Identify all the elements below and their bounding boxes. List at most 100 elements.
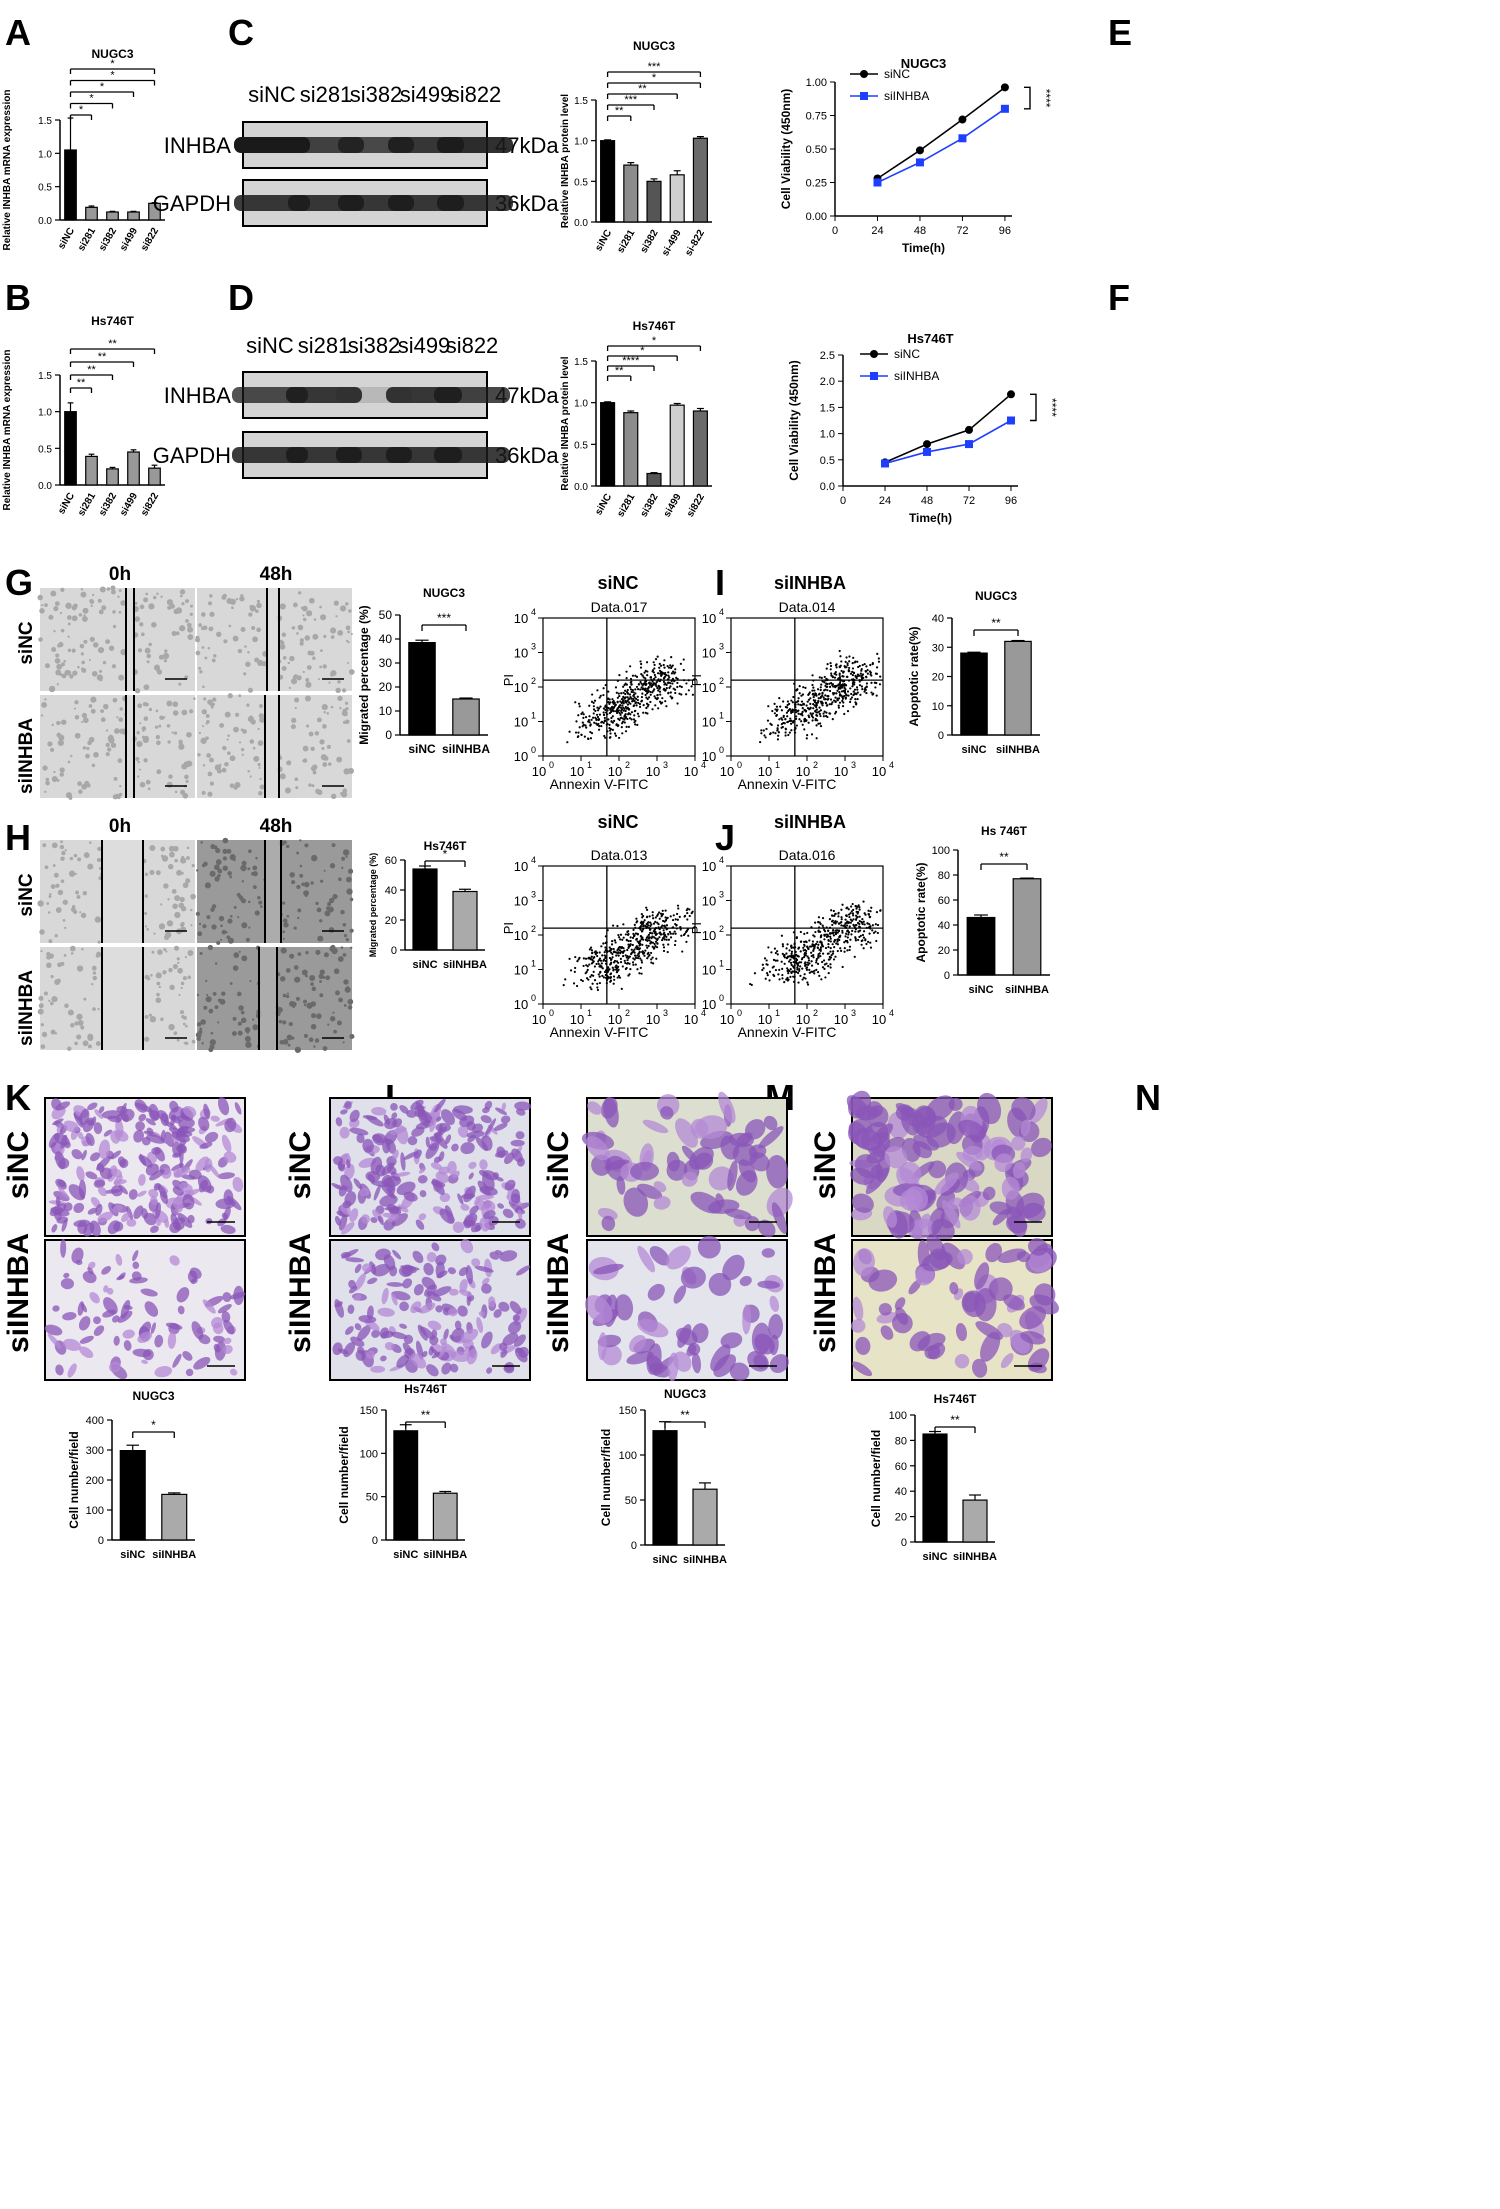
x-tick-label: si-822 <box>683 228 707 258</box>
cell-speck <box>337 877 342 882</box>
cell-speck <box>288 1022 293 1027</box>
stained-cell <box>349 1208 359 1222</box>
event-dot <box>800 694 803 697</box>
stained-cell <box>377 1307 395 1317</box>
event-dot <box>635 704 638 707</box>
cell-speck <box>144 1036 150 1042</box>
x-tick-exponent: 1 <box>587 760 592 770</box>
event-dot <box>796 968 799 971</box>
stained-cell <box>666 1151 680 1172</box>
y-tick-label: 40 <box>932 613 944 625</box>
event-dot <box>587 978 590 981</box>
stained-cell <box>407 1136 418 1146</box>
stained-cell <box>345 1257 364 1263</box>
x-tick-exponent: 3 <box>663 760 668 770</box>
protein-band <box>434 447 510 463</box>
bar <box>669 174 685 223</box>
event-dot <box>644 669 647 673</box>
stained-cell <box>429 1116 437 1133</box>
stained-cell <box>47 1333 62 1349</box>
stained-cell <box>515 1131 525 1140</box>
event-dot <box>827 938 830 942</box>
significance-label: **** <box>622 355 640 367</box>
event-dot <box>604 941 607 945</box>
stained-cell <box>597 1332 607 1361</box>
event-dot <box>578 956 581 959</box>
event-dot <box>874 923 877 926</box>
event-dot <box>666 665 669 668</box>
event-dot <box>668 676 671 679</box>
cell-speck <box>292 675 297 680</box>
event-dot <box>834 920 837 923</box>
event-dot <box>619 706 623 709</box>
event-dot <box>844 918 847 921</box>
stained-cell <box>852 1296 864 1321</box>
cell-speck <box>301 969 308 976</box>
cell-speck <box>227 693 233 699</box>
event-dot <box>620 987 623 990</box>
cell-speck <box>198 731 202 735</box>
x-tick-label: 10 <box>796 764 810 779</box>
cell-speck <box>229 854 236 861</box>
event-dot <box>821 945 825 948</box>
event-dot <box>866 668 869 672</box>
event-dot <box>843 924 846 927</box>
event-dot <box>823 933 826 936</box>
x-tick-label: 96 <box>999 225 1011 237</box>
cell-speck <box>87 1035 94 1041</box>
event-dot <box>877 660 881 663</box>
event-dot <box>653 931 656 935</box>
event-dot <box>870 906 873 909</box>
event-dot <box>669 932 672 935</box>
event-dot <box>869 663 872 667</box>
cell-speck <box>135 756 140 762</box>
event-dot <box>792 946 795 949</box>
event-dot <box>596 715 600 719</box>
event-dot <box>597 718 600 721</box>
stained-cell <box>204 1158 213 1173</box>
x-tick-label: si281 <box>615 492 637 520</box>
event-dot <box>648 939 651 942</box>
event-dot <box>650 685 653 688</box>
event-dot <box>773 712 776 715</box>
event-dot <box>823 938 826 941</box>
event-dot <box>865 691 868 695</box>
event-dot <box>635 697 638 700</box>
event-dot <box>868 670 872 673</box>
event-dot <box>649 690 652 694</box>
cell-speck <box>338 997 343 1003</box>
group-label: siNC <box>597 812 638 832</box>
event-dot <box>642 711 645 714</box>
stained-cell <box>413 1284 424 1296</box>
event-dot <box>811 674 814 677</box>
event-dot <box>642 924 645 927</box>
event-dot <box>639 926 642 929</box>
stained-cell <box>466 1130 485 1138</box>
event-dot <box>876 923 880 927</box>
stained-cell <box>708 1272 732 1296</box>
stained-cell <box>848 1121 871 1149</box>
chart-title: NUGC3 <box>633 39 675 53</box>
cell-speck <box>292 602 298 608</box>
cell-speck <box>209 1044 215 1050</box>
stained-cell <box>697 1235 721 1259</box>
event-dot <box>777 973 780 976</box>
event-dot <box>642 682 646 686</box>
cell-speck <box>343 1004 347 1007</box>
event-dot <box>859 672 862 675</box>
event-dot <box>819 722 822 725</box>
event-dot <box>795 724 798 727</box>
stained-cell <box>435 1116 442 1122</box>
stained-cell <box>410 1301 422 1314</box>
cell-speck <box>344 602 349 606</box>
event-dot <box>806 981 809 984</box>
event-dot <box>800 720 803 723</box>
cell-speck <box>294 707 297 710</box>
event-dot <box>584 957 588 960</box>
cell-speck <box>222 593 227 598</box>
stained-cell <box>447 1160 457 1175</box>
event-dot <box>676 918 679 921</box>
event-dot <box>636 688 640 691</box>
stained-cell <box>426 1364 439 1377</box>
event-dot <box>792 970 795 973</box>
